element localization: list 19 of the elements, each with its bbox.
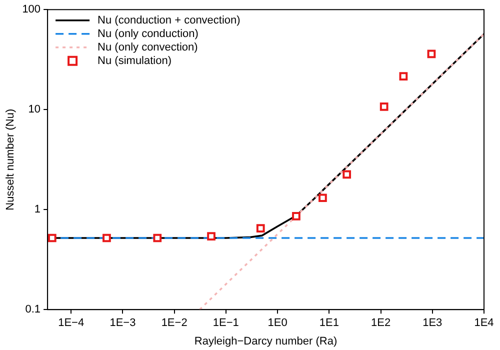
x-tick-label: 1E−4 [58,317,84,330]
y-tick-label: 1 [34,204,41,216]
y-tick-label: 0.1 [25,304,41,316]
legend-label: Nu (simulation) [98,54,172,67]
y-axis-title: Nusselt number (Nu) [4,108,17,210]
x-axis-title: Rayleigh−Darcy number (Ra) [194,335,338,348]
x-tick-label: 1E1 [319,317,339,330]
legend-label: Nu (only conduction) [98,28,198,40]
legend-label: Nu (conduction + convection) [98,14,240,26]
x-tick-label: 1E−3 [110,317,136,330]
y-tick-label: 10 [28,104,41,116]
x-tick-label: 1E0 [268,317,288,330]
x-tick-label: 1E−1 [212,317,239,330]
legend-label: Nu (only convection) [98,41,198,54]
x-tick-label: 1E−2 [161,317,188,330]
y-tick-label: 100 [22,4,41,16]
x-tick-label: 1E3 [422,317,442,330]
x-tick-label: 1E2 [370,317,391,330]
x-tick-label: 1E4 [474,317,494,330]
